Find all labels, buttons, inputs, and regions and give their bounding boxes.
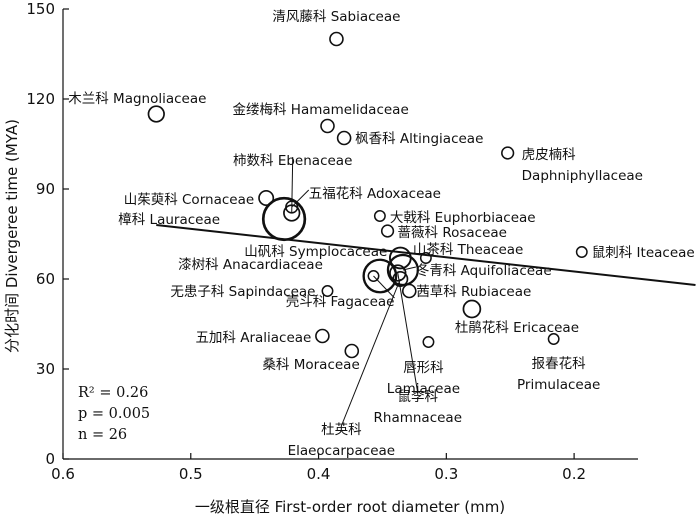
point-label: 冬青科 Aquifoliaceae <box>416 263 552 279</box>
point-label: 蔷薇科 Rosaceae <box>398 225 507 241</box>
point-label: 大戟科 Euphorbiaceae <box>390 210 536 226</box>
stat-r2: R² = 0.26 <box>78 385 148 401</box>
y-tick-label: 0 <box>45 450 55 468</box>
point-label: 桑科 Moraceae <box>262 357 359 373</box>
point-label: 柿数科 Ebenaceae <box>233 152 352 169</box>
point-label: 唇形科 <box>403 360 444 376</box>
leader-line <box>291 189 310 208</box>
regression-layer <box>156 224 696 286</box>
point-label: 鼠李科 <box>398 389 439 405</box>
point-label: 漆树科 Anacardiaceae <box>178 257 323 273</box>
point-label: 枫香科 Altingiaceae <box>355 131 483 147</box>
data-point <box>389 264 407 282</box>
x-tick-label: 0.2 <box>562 465 586 483</box>
leader-line <box>291 156 294 214</box>
x-tick-label: 0.4 <box>307 465 331 483</box>
y-tick-label: 30 <box>36 360 55 378</box>
point-label: 杜英科 <box>321 421 362 438</box>
x-tick-label: 0.6 <box>51 465 75 483</box>
data-point <box>501 146 515 160</box>
point-label: 山茱萸科 Cornaceae <box>124 192 254 208</box>
point-label-latin: Elaeocarpaceae <box>288 443 396 459</box>
y-tick-label: 60 <box>36 270 55 288</box>
data-point <box>422 336 435 348</box>
y-axis-title: 分化时间 Divergeree time (MYA) <box>3 119 21 353</box>
leader-line <box>397 272 419 394</box>
point-label: 山茶科 Theaceae <box>413 242 523 258</box>
point-label: 木兰科 Magnoliaceae <box>68 91 206 107</box>
point-label: 金缕梅科 Hamamelidaceae <box>233 102 409 118</box>
leader-line <box>402 266 417 271</box>
data-point <box>462 299 482 319</box>
data-point <box>320 118 335 134</box>
point-label: 虎皮楠科 <box>522 147 576 163</box>
point-label-latin: Daphniphyllaceae <box>522 168 643 184</box>
data-point <box>373 210 386 222</box>
data-point <box>362 258 398 294</box>
point-label: 清风藤科 Sabiaceae <box>272 9 400 25</box>
data-point <box>367 270 380 282</box>
point-label: 壳斗科 Fagaceae <box>286 294 395 310</box>
data-point <box>575 246 588 258</box>
stat-n: n = 26 <box>78 427 127 443</box>
data-point <box>344 343 360 359</box>
stat-p: p = 0.005 <box>78 406 150 422</box>
y-tick-label: 150 <box>26 0 55 18</box>
leader-line <box>340 278 401 427</box>
data-point <box>321 285 334 297</box>
point-label: 樟科 Lauraceae <box>118 212 220 228</box>
point-label: 山矾科 Symplocaceae <box>244 244 387 260</box>
x-tick-label: 0.5 <box>179 465 203 483</box>
leader-lines <box>291 156 419 427</box>
data-point <box>261 196 307 242</box>
point-label: 五福花科 Adoxaceae <box>309 186 441 202</box>
labels-layer: 清风藤科 Sabiaceae 木兰科 Magnoliaceae 金缕梅科 Hamam… <box>68 9 694 459</box>
data-point <box>547 333 560 345</box>
leader-line <box>373 275 395 299</box>
data-point <box>419 252 432 264</box>
point-label: 无患子科 Sapindaceae <box>170 284 315 300</box>
point-label-latin: Rhamnaceae <box>374 410 463 426</box>
data-point <box>258 190 275 206</box>
point-label: 杜鹃花科 Ericaceae <box>455 319 579 336</box>
x-axis-title: 一级根直径 First-order root diameter (mm) <box>195 498 505 516</box>
data-point <box>147 105 165 123</box>
data-point <box>315 328 330 344</box>
x-tick-label: 0.3 <box>434 465 458 483</box>
y-tick-label: 120 <box>26 90 55 108</box>
data-point <box>380 224 395 238</box>
axes: 0 30 60 90 120 150 0.6 0.5 0.4 0.3 0.2 <box>26 0 638 483</box>
point-label: 鼠刺科 Iteaceae <box>592 245 695 261</box>
point-label: 报春花科 <box>532 356 586 372</box>
point-label: 茜草科 Rubiaceae <box>416 284 531 300</box>
points-layer <box>147 31 588 359</box>
point-label-latin: Lamiaceae <box>387 381 460 397</box>
data-point <box>386 253 419 287</box>
point-label: 五加科 Araliaceae <box>195 330 311 346</box>
data-point <box>336 130 352 146</box>
data-point <box>329 31 344 47</box>
point-label-latin: Primulaceae <box>517 377 600 393</box>
y-tick-label: 90 <box>36 180 55 198</box>
regression-line <box>156 224 696 286</box>
data-point <box>401 283 417 299</box>
